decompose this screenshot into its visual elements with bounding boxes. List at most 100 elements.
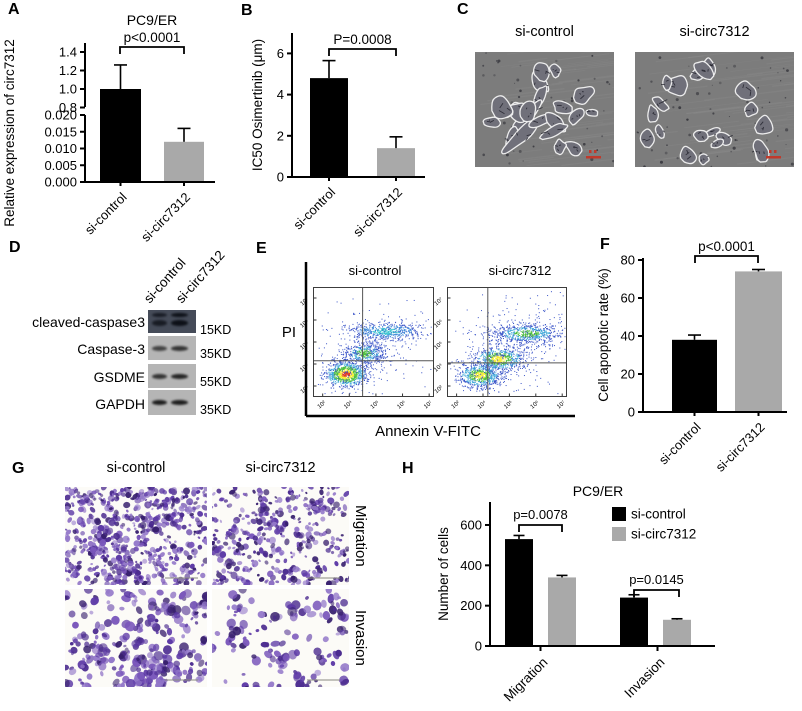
- transwell-row-label-migration: Migration: [352, 505, 369, 567]
- transwell-migration-si-control: [65, 487, 207, 585]
- svg-text:1.4: 1.4: [59, 45, 77, 60]
- blot-protein-label: cleaved-caspase3: [32, 314, 145, 330]
- svg-text:10⁶: 10⁶: [299, 318, 311, 330]
- svg-text:p<0.0001: p<0.0001: [698, 239, 755, 254]
- svg-text:10⁵: 10⁵: [503, 399, 515, 411]
- microscopy-image-si-circ7312: [635, 52, 794, 167]
- svg-text:P=0.0008: P=0.0008: [333, 32, 391, 47]
- svg-text:10⁴: 10⁴: [299, 362, 311, 374]
- svg-text:Migration: Migration: [501, 655, 551, 705]
- svg-text:10⁶: 10⁶: [433, 318, 445, 330]
- svg-text:p=0.0145: p=0.0145: [629, 572, 684, 587]
- blot-molecular-weight: 35KD: [200, 403, 232, 417]
- svg-text:0.000: 0.000: [44, 175, 77, 190]
- microscopy-label-si-circ7312: si-circ7312: [679, 24, 750, 40]
- svg-text:400: 400: [460, 558, 482, 573]
- svg-text:0.015: 0.015: [44, 124, 77, 139]
- svg-text:0.020: 0.020: [44, 108, 77, 123]
- svg-text:10⁴: 10⁴: [433, 362, 445, 374]
- svg-text:Cell apoptotic rate (%): Cell apoptotic rate (%): [596, 268, 611, 402]
- panel-b-label: B: [241, 2, 253, 19]
- svg-text:si-circ7312: si-circ7312: [631, 527, 696, 542]
- blot-protein-label: Caspase-3: [77, 341, 145, 357]
- svg-text:IC50 Osimertinib (μm): IC50 Osimertinib (μm): [250, 39, 265, 171]
- blot-molecular-weight: 55KD: [200, 375, 232, 389]
- svg-text:6: 6: [277, 46, 284, 61]
- svg-text:0: 0: [628, 405, 635, 420]
- svg-text:PC9/ER: PC9/ER: [127, 12, 178, 28]
- svg-text:10²: 10²: [300, 385, 311, 395]
- svg-text:si-control: si-control: [349, 263, 402, 278]
- flow-plot-si-circ7312: [447, 287, 567, 397]
- svg-text:10⁶: 10⁶: [396, 399, 408, 411]
- blot-protein-label: GSDME: [93, 369, 145, 385]
- microscopy-label-si-control: si-control: [515, 24, 574, 40]
- svg-text:0.8: 0.8: [59, 100, 77, 115]
- svg-text:10⁵: 10⁵: [299, 340, 311, 352]
- svg-text:10²: 10²: [451, 400, 462, 410]
- blot-protein-label: GAPDH: [95, 396, 145, 412]
- blot-band: [152, 373, 167, 379]
- svg-text:10²: 10²: [434, 385, 445, 395]
- svg-text:10⁷: 10⁷: [433, 296, 444, 307]
- svg-text:0: 0: [277, 170, 284, 185]
- svg-text:2: 2: [277, 128, 284, 143]
- panel-e-label: E: [256, 240, 267, 257]
- svg-text:Invasion: Invasion: [621, 655, 667, 701]
- svg-text:10⁵: 10⁵: [433, 340, 445, 352]
- svg-text:10⁶: 10⁶: [529, 399, 541, 411]
- blot-band: [171, 313, 188, 317]
- blot-lane-label-si-circ7312: si-circ7312: [172, 247, 228, 306]
- panel-d-label: D: [9, 239, 21, 256]
- svg-text:10⁴: 10⁴: [476, 399, 488, 411]
- blot-band: [152, 320, 167, 326]
- svg-text:si-control: si-control: [631, 507, 686, 522]
- transwell-col-label-si-circ7312: si-circ7312: [245, 460, 316, 476]
- transwell-invasion-si-circ7312: [212, 589, 349, 687]
- panel-f-label: F: [600, 236, 610, 253]
- panel-h-label: H: [402, 460, 414, 477]
- chart-flow-cytometry-axes: PI Annexin V-FITC si-control si-circ7312 10²…: [282, 262, 575, 440]
- svg-text:0.010: 0.010: [44, 141, 77, 156]
- transwell-invasion-si-control: [65, 589, 207, 687]
- svg-text:si-control: si-control: [82, 189, 130, 237]
- svg-text:p=0.0078: p=0.0078: [513, 507, 568, 522]
- transwell-row-label-invasion: Invasion: [352, 610, 369, 666]
- svg-text:PC9/ER: PC9/ER: [573, 483, 624, 499]
- svg-text:1.2: 1.2: [59, 63, 77, 78]
- svg-text:80: 80: [621, 253, 635, 268]
- svg-text:20: 20: [621, 367, 635, 382]
- svg-text:200: 200: [460, 598, 482, 613]
- flow-plot-si-control: [313, 287, 434, 397]
- panel-a-label: A: [8, 1, 20, 18]
- blot-band: [152, 400, 167, 405]
- svg-text:p<0.0001: p<0.0001: [124, 30, 181, 45]
- svg-text:10⁷: 10⁷: [423, 399, 434, 410]
- blot-band: [152, 345, 167, 351]
- svg-text:600: 600: [460, 517, 482, 532]
- microscopy-image-si-control: [475, 52, 614, 167]
- svg-text:si-circ7312: si-circ7312: [138, 190, 193, 245]
- blot-band: [171, 373, 188, 379]
- svg-text:0: 0: [475, 639, 482, 654]
- svg-text:10⁷: 10⁷: [299, 296, 310, 307]
- svg-text:1.0: 1.0: [59, 82, 77, 97]
- blot-strip-GAPDH: [148, 390, 196, 415]
- svg-text:0.005: 0.005: [44, 158, 77, 173]
- svg-text:10²: 10²: [317, 400, 328, 410]
- svg-text:40: 40: [621, 329, 635, 344]
- svg-text:4: 4: [277, 87, 284, 102]
- svg-text:Relative expression of circ731: Relative expression of circ7312: [2, 39, 17, 227]
- blot-strip-GSDME: [148, 364, 196, 388]
- svg-text:si-control: si-control: [290, 184, 338, 232]
- svg-text:10⁵: 10⁵: [369, 399, 381, 411]
- transwell-col-label-si-control: si-control: [106, 460, 166, 476]
- panel-g-label: G: [12, 460, 25, 477]
- blot-band: [171, 345, 188, 351]
- blot-band: [171, 400, 188, 405]
- svg-text:Number of cells: Number of cells: [436, 527, 451, 621]
- svg-text:60: 60: [621, 291, 635, 306]
